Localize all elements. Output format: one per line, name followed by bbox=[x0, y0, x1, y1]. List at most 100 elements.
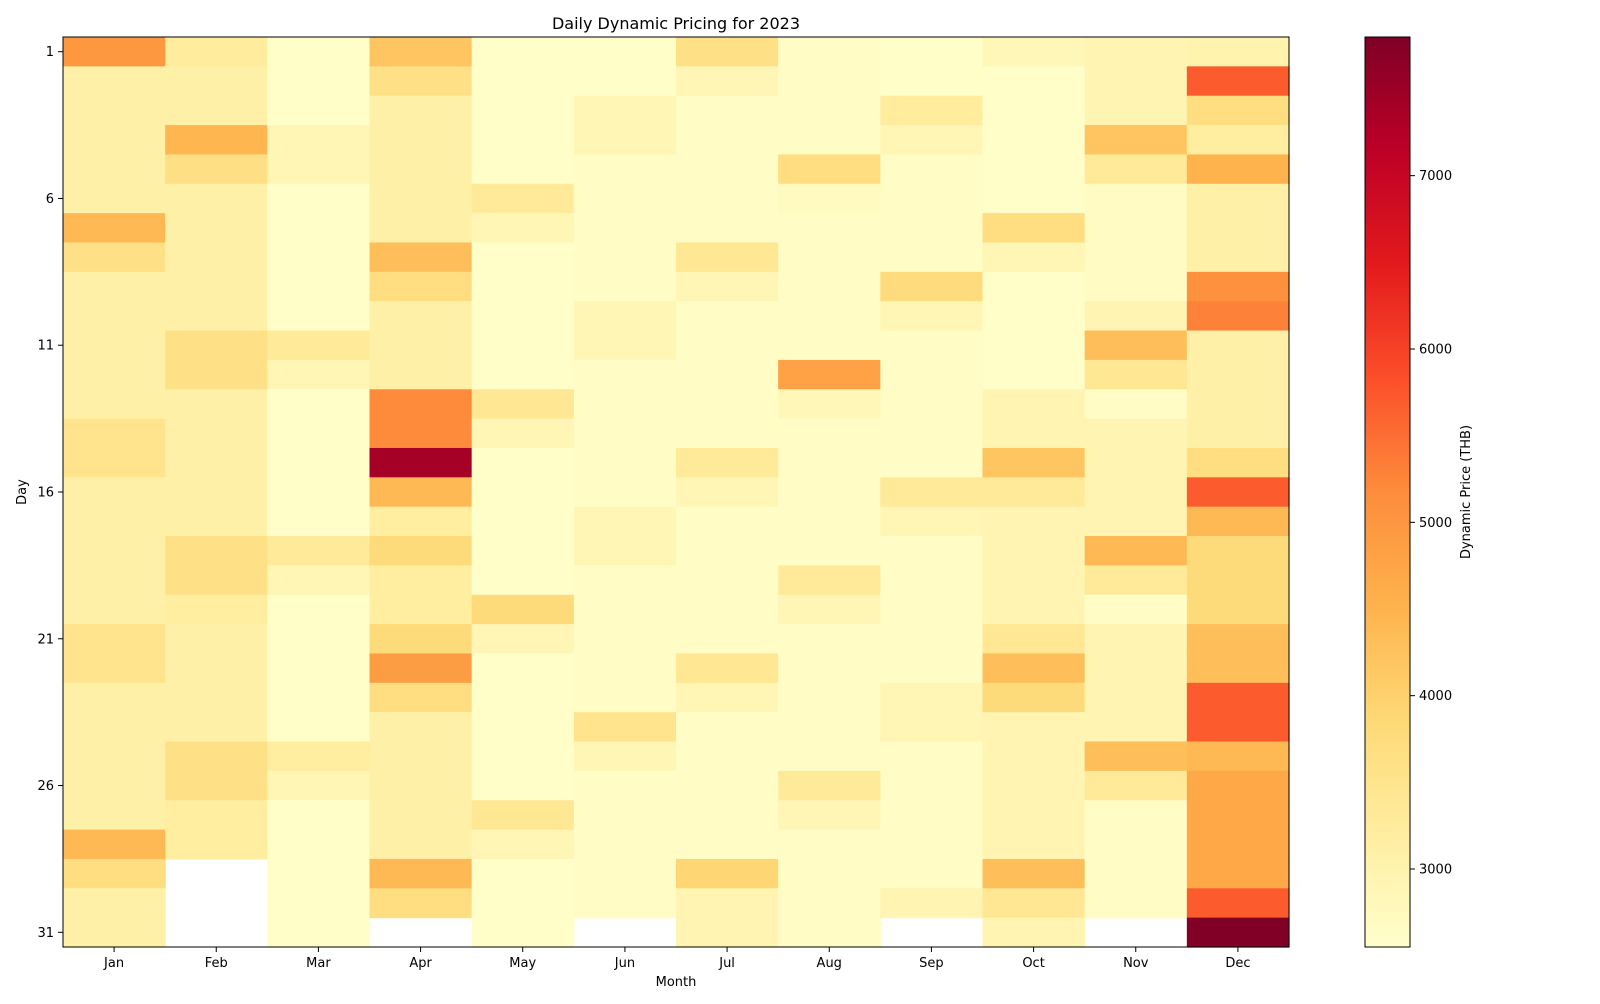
heatmap-cell bbox=[1186, 594, 1290, 625]
heatmap-cell bbox=[63, 800, 166, 831]
heatmap-cell bbox=[369, 183, 473, 214]
heatmap-cell bbox=[267, 125, 371, 156]
heatmap-cell bbox=[1084, 712, 1188, 743]
heatmap-cell bbox=[1186, 213, 1290, 244]
y-tick-label: 6 bbox=[46, 192, 54, 207]
heatmap-cell bbox=[778, 536, 881, 566]
heatmap-cell bbox=[1084, 506, 1188, 537]
heatmap-cell bbox=[676, 858, 779, 889]
heatmap-cell bbox=[165, 536, 268, 566]
heatmap-cell bbox=[1186, 624, 1290, 655]
heatmap-cell bbox=[1186, 712, 1290, 743]
heatmap-cell bbox=[573, 770, 677, 801]
heatmap-cell bbox=[1186, 125, 1290, 156]
heatmap-cell bbox=[471, 829, 575, 860]
heatmap-cell bbox=[676, 741, 779, 772]
heatmap-cell bbox=[880, 359, 984, 390]
y-axis-label: Day bbox=[15, 479, 30, 505]
heatmap-cell bbox=[369, 712, 473, 743]
heatmap-cell bbox=[982, 477, 1086, 508]
heatmap-cell bbox=[63, 66, 166, 97]
heatmap-cell bbox=[471, 858, 575, 889]
heatmap-cell bbox=[982, 183, 1086, 214]
y-tick-label: 26 bbox=[37, 779, 54, 794]
heatmap-cell bbox=[471, 37, 575, 67]
heatmap-cell bbox=[471, 624, 575, 655]
heatmap-cell bbox=[63, 682, 166, 713]
heatmap-cell bbox=[778, 359, 881, 390]
heatmap-cell bbox=[63, 829, 166, 860]
heatmap-cell bbox=[369, 271, 473, 302]
heatmap-cell bbox=[369, 389, 473, 420]
heatmap-cell bbox=[267, 682, 371, 713]
heatmap-cell bbox=[676, 917, 779, 948]
heatmap-cell bbox=[267, 624, 371, 655]
heatmap-cell bbox=[982, 242, 1086, 273]
heatmap-cell bbox=[676, 624, 779, 655]
heatmap-cell bbox=[1186, 66, 1290, 97]
heatmap-cell bbox=[1084, 418, 1188, 449]
heatmap-cell bbox=[778, 301, 881, 332]
heatmap-cell bbox=[880, 447, 984, 478]
heatmap-cell bbox=[63, 536, 166, 566]
heatmap-cell bbox=[1186, 330, 1290, 361]
heatmap-cell bbox=[267, 536, 371, 566]
heatmap-cell bbox=[880, 213, 984, 244]
heatmap-cell bbox=[63, 125, 166, 156]
colorbar-tick-label: 4000 bbox=[1419, 689, 1452, 704]
heatmap-cell bbox=[676, 183, 779, 214]
heatmap-cell bbox=[1084, 95, 1188, 126]
heatmap-cell bbox=[1084, 447, 1188, 478]
heatmap-cell bbox=[165, 330, 268, 361]
heatmap-cell bbox=[676, 653, 779, 684]
heatmap-cell bbox=[471, 125, 575, 156]
heatmap-cell bbox=[778, 477, 881, 508]
heatmap-cell bbox=[573, 506, 677, 537]
heatmap-cell bbox=[267, 888, 371, 919]
heatmap-cell bbox=[1084, 154, 1188, 185]
heatmap-cell bbox=[982, 565, 1086, 596]
heatmap-cell bbox=[1084, 888, 1188, 919]
heatmap-cell bbox=[778, 858, 881, 889]
heatmap-cell bbox=[676, 389, 779, 420]
heatmap-cell bbox=[778, 418, 881, 449]
heatmap-cell bbox=[676, 682, 779, 713]
heatmap-cell bbox=[676, 271, 779, 302]
heatmap-cell bbox=[676, 330, 779, 361]
heatmap-cell bbox=[880, 800, 984, 831]
heatmap-cell bbox=[880, 95, 984, 126]
heatmap-cell bbox=[63, 565, 166, 596]
heatmap-cell bbox=[880, 741, 984, 772]
heatmap-cell bbox=[267, 565, 371, 596]
heatmap-cell bbox=[63, 330, 166, 361]
heatmap-cell bbox=[267, 154, 371, 185]
heatmap-cells bbox=[63, 37, 1290, 948]
heatmap-cell bbox=[267, 66, 371, 97]
heatmap-cell bbox=[267, 770, 371, 801]
heatmap-cell bbox=[165, 154, 268, 185]
heatmap-cell bbox=[573, 858, 677, 889]
heatmap-cell bbox=[369, 770, 473, 801]
y-tick-label: 11 bbox=[37, 339, 54, 354]
heatmap-cell bbox=[982, 917, 1086, 948]
heatmap-cell bbox=[880, 477, 984, 508]
heatmap-cell bbox=[880, 183, 984, 214]
colorbar-tick-label: 7000 bbox=[1419, 169, 1452, 184]
heatmap-cell bbox=[165, 242, 268, 273]
heatmap-cell bbox=[982, 359, 1086, 390]
heatmap-cell bbox=[63, 624, 166, 655]
heatmap-cell bbox=[982, 37, 1086, 67]
heatmap-cell bbox=[471, 330, 575, 361]
heatmap-cell bbox=[778, 154, 881, 185]
heatmap-cell bbox=[982, 682, 1086, 713]
heatmap-cell bbox=[267, 447, 371, 478]
heatmap-cell bbox=[982, 888, 1086, 919]
heatmap-cell bbox=[880, 154, 984, 185]
heatmap-cell bbox=[267, 858, 371, 889]
heatmap-cell bbox=[369, 447, 473, 478]
heatmap-cell bbox=[63, 858, 166, 889]
heatmap-cell bbox=[573, 888, 677, 919]
heatmap-cell bbox=[778, 917, 881, 948]
heatmap-cell bbox=[982, 741, 1086, 772]
